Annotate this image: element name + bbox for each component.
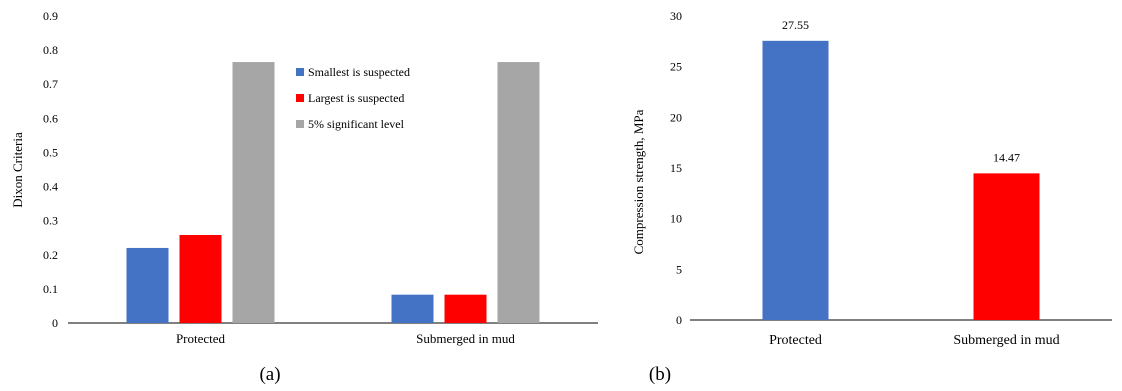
chart-a-y-tick-label: 0.4 bbox=[43, 180, 58, 194]
chart-a-bar bbox=[179, 234, 222, 323]
chart-a-x-tick-label: Protected bbox=[176, 331, 226, 346]
chart-b-data-label: 27.55 bbox=[782, 18, 809, 32]
chart-a-legend-label: Largest is suspected bbox=[308, 91, 404, 105]
chart-a-y-tick-label: 0.2 bbox=[43, 248, 58, 262]
chart-a-legend-label: 5% significant level bbox=[308, 117, 405, 131]
chart-a-bar bbox=[497, 62, 540, 324]
chart-a: Dixon Criteria 0 0.1 0.2 0.3 0.4 0.5 0.6 0.7 0.8… bbox=[10, 9, 598, 385]
chart-b-y-tick-label: 10 bbox=[670, 212, 682, 226]
chart-b-y-tick-label: 30 bbox=[670, 9, 682, 23]
chart-b-x-tick-label: Submerged in mud bbox=[953, 333, 1059, 348]
chart-b-y-tick-label: 15 bbox=[670, 161, 682, 175]
chart-a-y-tick-label: 0.6 bbox=[43, 111, 58, 125]
chart-b-panel-label: (b) bbox=[649, 364, 671, 385]
chart-a-bar bbox=[391, 294, 434, 323]
chart-b-x-axis: Protected Submerged in mud bbox=[769, 333, 1060, 348]
chart-a-x-axis: Protected Submerged in mud bbox=[176, 331, 515, 346]
chart-a-bars bbox=[126, 62, 540, 324]
chart-a-x-tick-label: Submerged in mud bbox=[416, 331, 515, 346]
chart-a-y-tick-label: 0.9 bbox=[43, 9, 58, 23]
chart-b-data-label: 14.47 bbox=[993, 150, 1020, 164]
chart-a-bar bbox=[126, 247, 169, 323]
chart-a-y-tick-label: 0.1 bbox=[43, 282, 58, 296]
chart-b-y-tick-label: 25 bbox=[670, 60, 682, 74]
chart-a-y-tick-label: 0.7 bbox=[43, 77, 58, 91]
chart-a-bar bbox=[444, 294, 487, 323]
chart-b-bar bbox=[973, 173, 1040, 320]
chart-a-legend: Smallest is suspected Largest is suspecte… bbox=[296, 65, 410, 131]
chart-a-y-tick-label: 0.3 bbox=[43, 214, 58, 228]
chart-a-y-tick-label: 0 bbox=[52, 316, 58, 330]
chart-a-y-tick-label: 0.8 bbox=[43, 43, 58, 57]
chart-b-y-axis: 0 5 10 15 20 25 30 bbox=[670, 9, 1112, 327]
chart-a-legend-swatch bbox=[296, 94, 304, 102]
chart-b: Compression strength, MPa 0 5 10 15 20 25 30 2… bbox=[631, 9, 1112, 385]
chart-b-x-tick-label: Protected bbox=[769, 333, 822, 348]
chart-a-legend-swatch bbox=[296, 68, 304, 76]
chart-b-y-tick-label: 0 bbox=[676, 313, 682, 327]
chart-a-legend-label: Smallest is suspected bbox=[308, 65, 410, 79]
chart-b-y-tick-label: 5 bbox=[676, 262, 682, 276]
chart-a-ylabel: Dixon Criteria bbox=[10, 132, 25, 208]
chart-a-panel-label: (a) bbox=[259, 364, 280, 385]
chart-b-ylabel: Compression strength, MPa bbox=[631, 109, 646, 254]
chart-b-bars: 27.55 14.47 bbox=[762, 18, 1040, 321]
chart-a-y-tick-label: 0.5 bbox=[43, 145, 58, 159]
chart-b-y-tick-label: 20 bbox=[670, 110, 682, 124]
chart-a-legend-swatch bbox=[296, 120, 304, 128]
chart-a-bar bbox=[232, 62, 275, 324]
chart-b-bar bbox=[762, 40, 829, 321]
